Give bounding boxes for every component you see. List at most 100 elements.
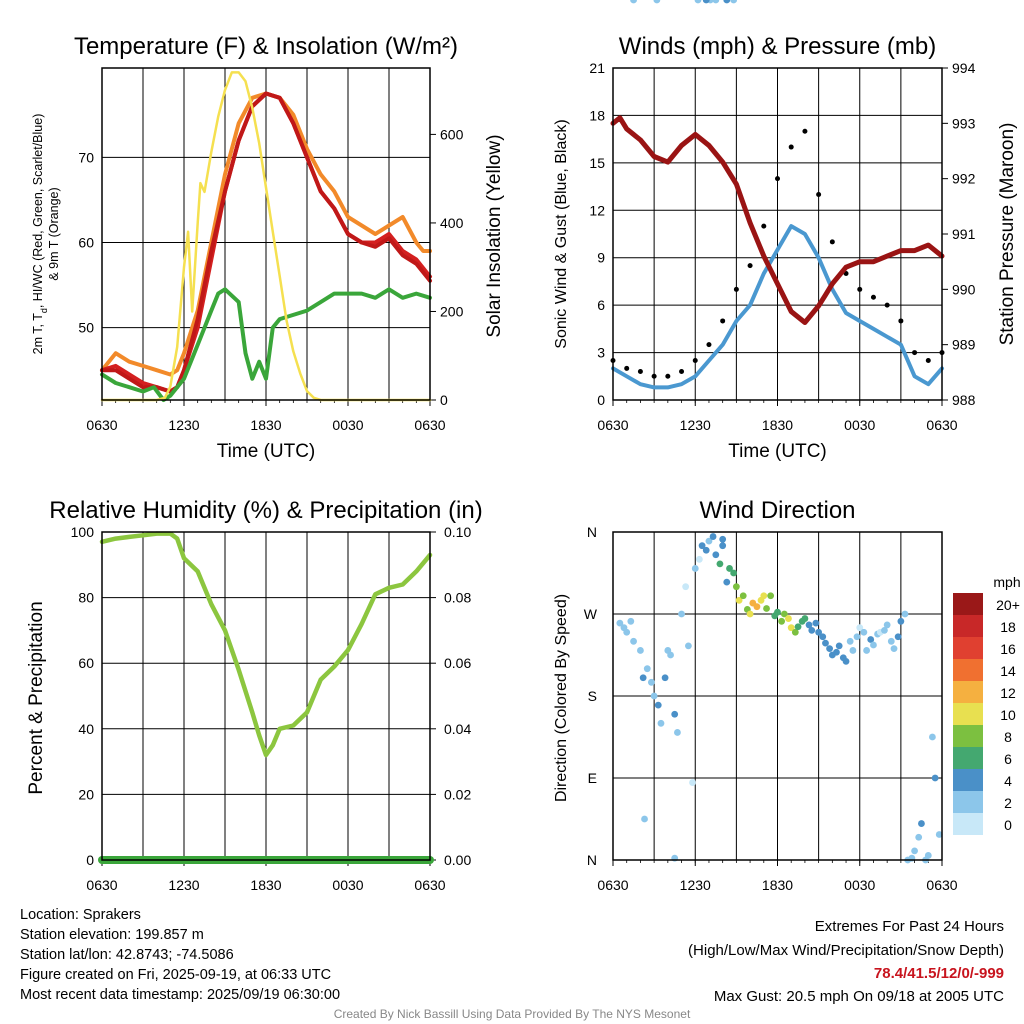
direction-point (774, 608, 781, 616)
direction-point (667, 651, 674, 659)
x-tick-label: 0630 (597, 877, 628, 893)
direction-point (918, 820, 925, 827)
direction-point (674, 729, 681, 736)
direction-point (684, 642, 692, 650)
direction-point (780, 610, 788, 618)
direction-point (739, 592, 747, 600)
y-tick-label: 21 (589, 60, 605, 76)
colorbar-label: 6 (1004, 751, 1012, 767)
direction-point (849, 647, 857, 654)
extremes-heading: Extremes For Past 24 Hours (814, 918, 1004, 935)
colorbar-swatch (953, 637, 983, 659)
direction-point (846, 637, 854, 645)
direction-point (709, 533, 717, 540)
gust-point (692, 357, 698, 363)
gust-point (733, 286, 739, 292)
direction-point (867, 636, 875, 643)
direction-point (719, 542, 727, 550)
direction-point (702, 0, 710, 4)
colorbar-swatch (953, 769, 983, 791)
elevation-label: Station elevation: 199.857 m (20, 927, 204, 943)
colorbar-label: 0 (1004, 817, 1012, 833)
series-line-rh (99, 531, 433, 758)
y2-tick-label: 600 (440, 126, 464, 142)
latlon-label: Station lat/lon: 42.8743; -74.5086 (20, 947, 234, 963)
direction-point (650, 692, 658, 700)
gust-point (637, 369, 643, 375)
gust-point (775, 176, 780, 182)
x-tick-label: 1830 (762, 417, 793, 433)
direction-point (853, 633, 861, 641)
chart-title: Winds (mph) & Pressure (mb) (619, 33, 936, 60)
colorbar-label: 18 (1000, 619, 1016, 635)
y-tick-label: 100 (71, 524, 95, 540)
x-axis-label: Time (UTC) (217, 441, 316, 462)
direction-point (805, 621, 813, 629)
y-tick-label: 9 (597, 250, 605, 266)
colorbar-title: mph (993, 574, 1020, 590)
direction-point (808, 627, 816, 634)
extremes-values: 78.4/41.5/12/0/-999 (873, 965, 1004, 982)
direction-point (826, 645, 833, 653)
direction-point (901, 610, 909, 618)
direction-point (778, 617, 786, 625)
y2-tick-label: 990 (952, 281, 976, 297)
x-tick-label: 1230 (168, 417, 199, 433)
y2-tick-label: 0 (440, 392, 448, 408)
direction-point (654, 701, 662, 709)
plot-border (612, 67, 943, 401)
gust-point (761, 223, 767, 229)
x-tick-label: 1230 (680, 417, 711, 433)
credit-label: Created By Nick Bassill Using Data Provi… (333, 1007, 691, 1021)
direction-point (730, 569, 738, 577)
direction-point (730, 0, 738, 4)
colorbar-swatch (953, 593, 983, 615)
gust-point (912, 350, 918, 356)
plot-border (612, 531, 943, 861)
x-tick-label: 0630 (926, 417, 957, 433)
y2-tick-label: 989 (952, 337, 976, 353)
extremes-subheading: (High/Low/Max Wind/Precipitation/Snow De… (688, 942, 1004, 959)
y-axis-label: Sonic Wind & Gust (Blue, Black) (553, 119, 570, 348)
colorbar-swatch (953, 703, 983, 725)
y-tick-label: N (587, 524, 597, 540)
direction-point (712, 551, 720, 559)
direction-point (915, 833, 923, 841)
colorbar-label: 12 (1000, 685, 1016, 701)
y-tick-label: 60 (78, 655, 94, 671)
y-axis-label-line2: & 9m T (Orange) (47, 187, 61, 280)
colorbar-label: 10 (1000, 707, 1016, 723)
y-tick-label: 0 (597, 392, 605, 408)
gust-point (802, 128, 808, 134)
series-line-solar (100, 71, 432, 402)
colorbar-swatch (953, 615, 983, 637)
direction-point (801, 615, 809, 622)
direction-point (833, 648, 840, 656)
x-tick-label: 0030 (844, 417, 875, 433)
colorbar-label: 4 (1004, 773, 1012, 789)
y-tick-label: N (587, 852, 597, 868)
gust-point (884, 302, 890, 308)
y-tick-label: 12 (589, 202, 605, 218)
colorbar-swatch (953, 747, 983, 769)
x-tick-label: 0030 (844, 877, 875, 893)
speed-colorbar: mph 20+ 18 16 14 12 10 8 6 4 2 0 (953, 574, 1021, 835)
y-tick-label: 15 (589, 155, 605, 171)
x-tick-label: 0630 (86, 417, 117, 433)
y2-tick-label: 988 (952, 392, 976, 408)
plot-border (101, 67, 431, 401)
temperature-insolation-chart: 0630 1230 1830 0030 0630 Temperature (F) & In… (31, 33, 505, 462)
direction-point (856, 624, 864, 632)
direction-point (630, 637, 637, 645)
series-line-station-pressure (610, 115, 945, 325)
direction-point (691, 565, 699, 572)
plot-border (101, 531, 431, 861)
y2-tick-label: 993 (952, 115, 976, 131)
gust-point (870, 294, 876, 300)
direction-point (883, 621, 891, 629)
y-tick-label: 0 (86, 852, 94, 868)
y2-tick-label: 0.04 (444, 721, 471, 737)
direction-point (822, 639, 829, 647)
y-axis-label: Percent & Precipitation (26, 601, 47, 794)
